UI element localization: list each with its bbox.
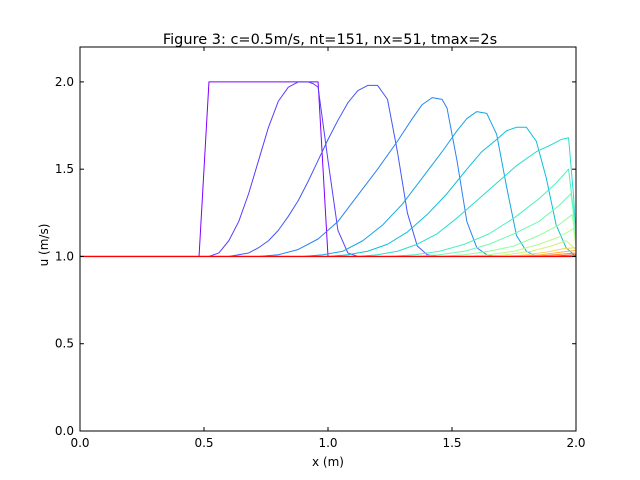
series-line-6 [80, 126, 577, 257]
series-line-3 [80, 84, 576, 257]
series-line-9 [80, 193, 577, 257]
series-line-4 [80, 97, 576, 257]
x-axis-label: x (m) [312, 455, 344, 469]
x-tick-label: 0.5 [194, 436, 213, 450]
y-tick-label: 0.5 [55, 337, 74, 351]
series-line-8 [80, 168, 577, 257]
series-line-2 [80, 81, 576, 257]
x-tick-label: 2.0 [566, 436, 585, 450]
series-layer [80, 81, 577, 258]
ticks-layer: 0.0 0.5 1.0 1.5 2.0 0.0 0.5 1.0 1.5 2.0 [55, 47, 586, 450]
chart-title: Figure 3: c=0.5m/s, nt=151, nx=51, tmax=… [163, 32, 497, 48]
y-axis-label: u (m/s) [37, 224, 51, 267]
y-tick-label: 2.0 [55, 75, 74, 89]
y-tick-label: 1.5 [55, 162, 74, 176]
x-tick-label: 0.0 [70, 436, 89, 450]
series-line-7 [80, 137, 577, 257]
x-tick-label: 1.5 [442, 436, 461, 450]
x-tick-label: 1.0 [318, 436, 337, 450]
y-tick-label: 1.0 [55, 249, 74, 263]
series-line-5 [80, 111, 576, 257]
y-tick-label: 0.0 [55, 424, 74, 438]
